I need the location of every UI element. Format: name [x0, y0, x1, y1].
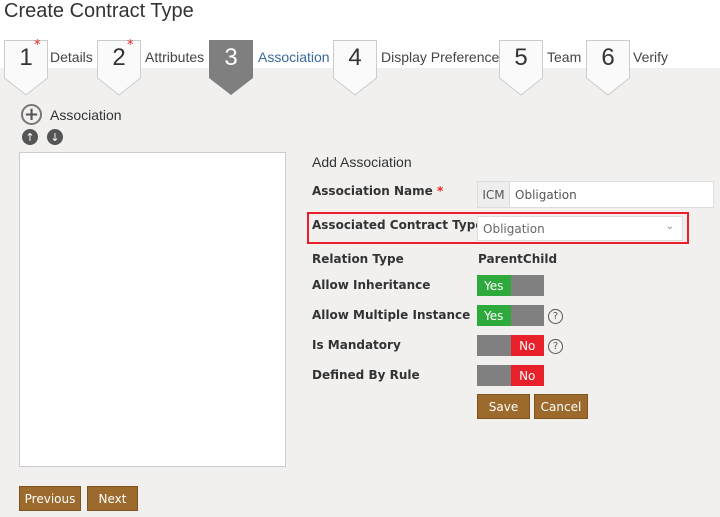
highlight-box [307, 212, 689, 244]
relation-type-value: ParentChild [478, 252, 558, 266]
is-mandatory-toggle[interactable]: No [477, 335, 544, 356]
association-header: Association [50, 107, 122, 123]
association-name-input[interactable]: Obligation [515, 187, 577, 202]
help-icon[interactable]: ? [548, 339, 563, 354]
is-mandatory-label: Is Mandatory [312, 338, 401, 352]
name-prefix: ICM [478, 182, 510, 207]
allow-inheritance-label: Allow Inheritance [312, 278, 431, 292]
required-marker: * [34, 38, 41, 53]
defined-by-rule-toggle[interactable]: No [477, 365, 544, 386]
association-name-label: Association Name * [312, 184, 443, 198]
add-association-icon[interactable]: + [21, 104, 42, 125]
toggle-yes: Yes [477, 275, 511, 296]
page-title: Create Contract Type [4, 0, 194, 22]
step-2[interactable]: 2 * [97, 38, 141, 96]
chevron-down-icon: ⌄ [665, 221, 674, 232]
previous-button[interactable]: Previous [19, 486, 81, 511]
next-button[interactable]: Next [87, 486, 138, 511]
step-number: 3 [224, 44, 238, 71]
step-3[interactable]: 3 [209, 40, 253, 96]
step-label-display-preference[interactable]: Display Preference [381, 49, 500, 65]
help-icon[interactable]: ? [548, 309, 563, 324]
allow-multiple-instance-label: Allow Multiple Instance [312, 308, 471, 322]
step-6[interactable]: 6 [586, 40, 630, 96]
move-down-icon[interactable]: ↓ [47, 129, 63, 145]
select-value: Obligation [483, 221, 545, 236]
allow-multiple-instance-toggle[interactable]: Yes [477, 305, 544, 326]
associated-contract-type-select[interactable]: Obligation ⌄ [477, 216, 683, 241]
allow-inheritance-toggle[interactable]: Yes [477, 275, 544, 296]
association-name-field[interactable]: ICM Obligation [477, 181, 714, 208]
toggle-no: No [510, 365, 544, 386]
step-number: 4 [348, 44, 362, 71]
form-heading: Add Association [312, 154, 412, 170]
step-number: 5 [514, 44, 528, 71]
step-4[interactable]: 4 [333, 40, 377, 96]
step-1[interactable]: 1 * [4, 38, 48, 96]
associated-contract-type-label: Associated Contract Type * [312, 218, 494, 232]
relation-type-label: Relation Type [312, 252, 404, 266]
step-label-verify[interactable]: Verify [633, 49, 669, 65]
move-up-icon[interactable]: ↑ [22, 129, 38, 145]
required-marker: * [127, 38, 134, 53]
step-number: 6 [601, 44, 615, 71]
step-number: 1 [19, 44, 33, 71]
defined-by-rule-label: Defined By Rule [312, 368, 420, 382]
label-text: Associated Contract Type [312, 218, 484, 232]
cancel-button[interactable]: Cancel [534, 394, 588, 419]
label-text: Association Name [312, 184, 433, 198]
step-number: 2 [112, 44, 126, 71]
step-label-attributes[interactable]: Attributes [145, 49, 205, 65]
toggle-no: No [510, 335, 544, 356]
toggle-yes: Yes [477, 305, 511, 326]
association-list[interactable] [19, 152, 286, 467]
step-label-team[interactable]: Team [547, 49, 582, 65]
save-button[interactable]: Save [477, 394, 530, 419]
step-5[interactable]: 5 [499, 40, 543, 96]
step-label-association[interactable]: Association [258, 49, 330, 65]
step-label-details[interactable]: Details [50, 49, 93, 65]
required-marker: * [436, 184, 444, 198]
